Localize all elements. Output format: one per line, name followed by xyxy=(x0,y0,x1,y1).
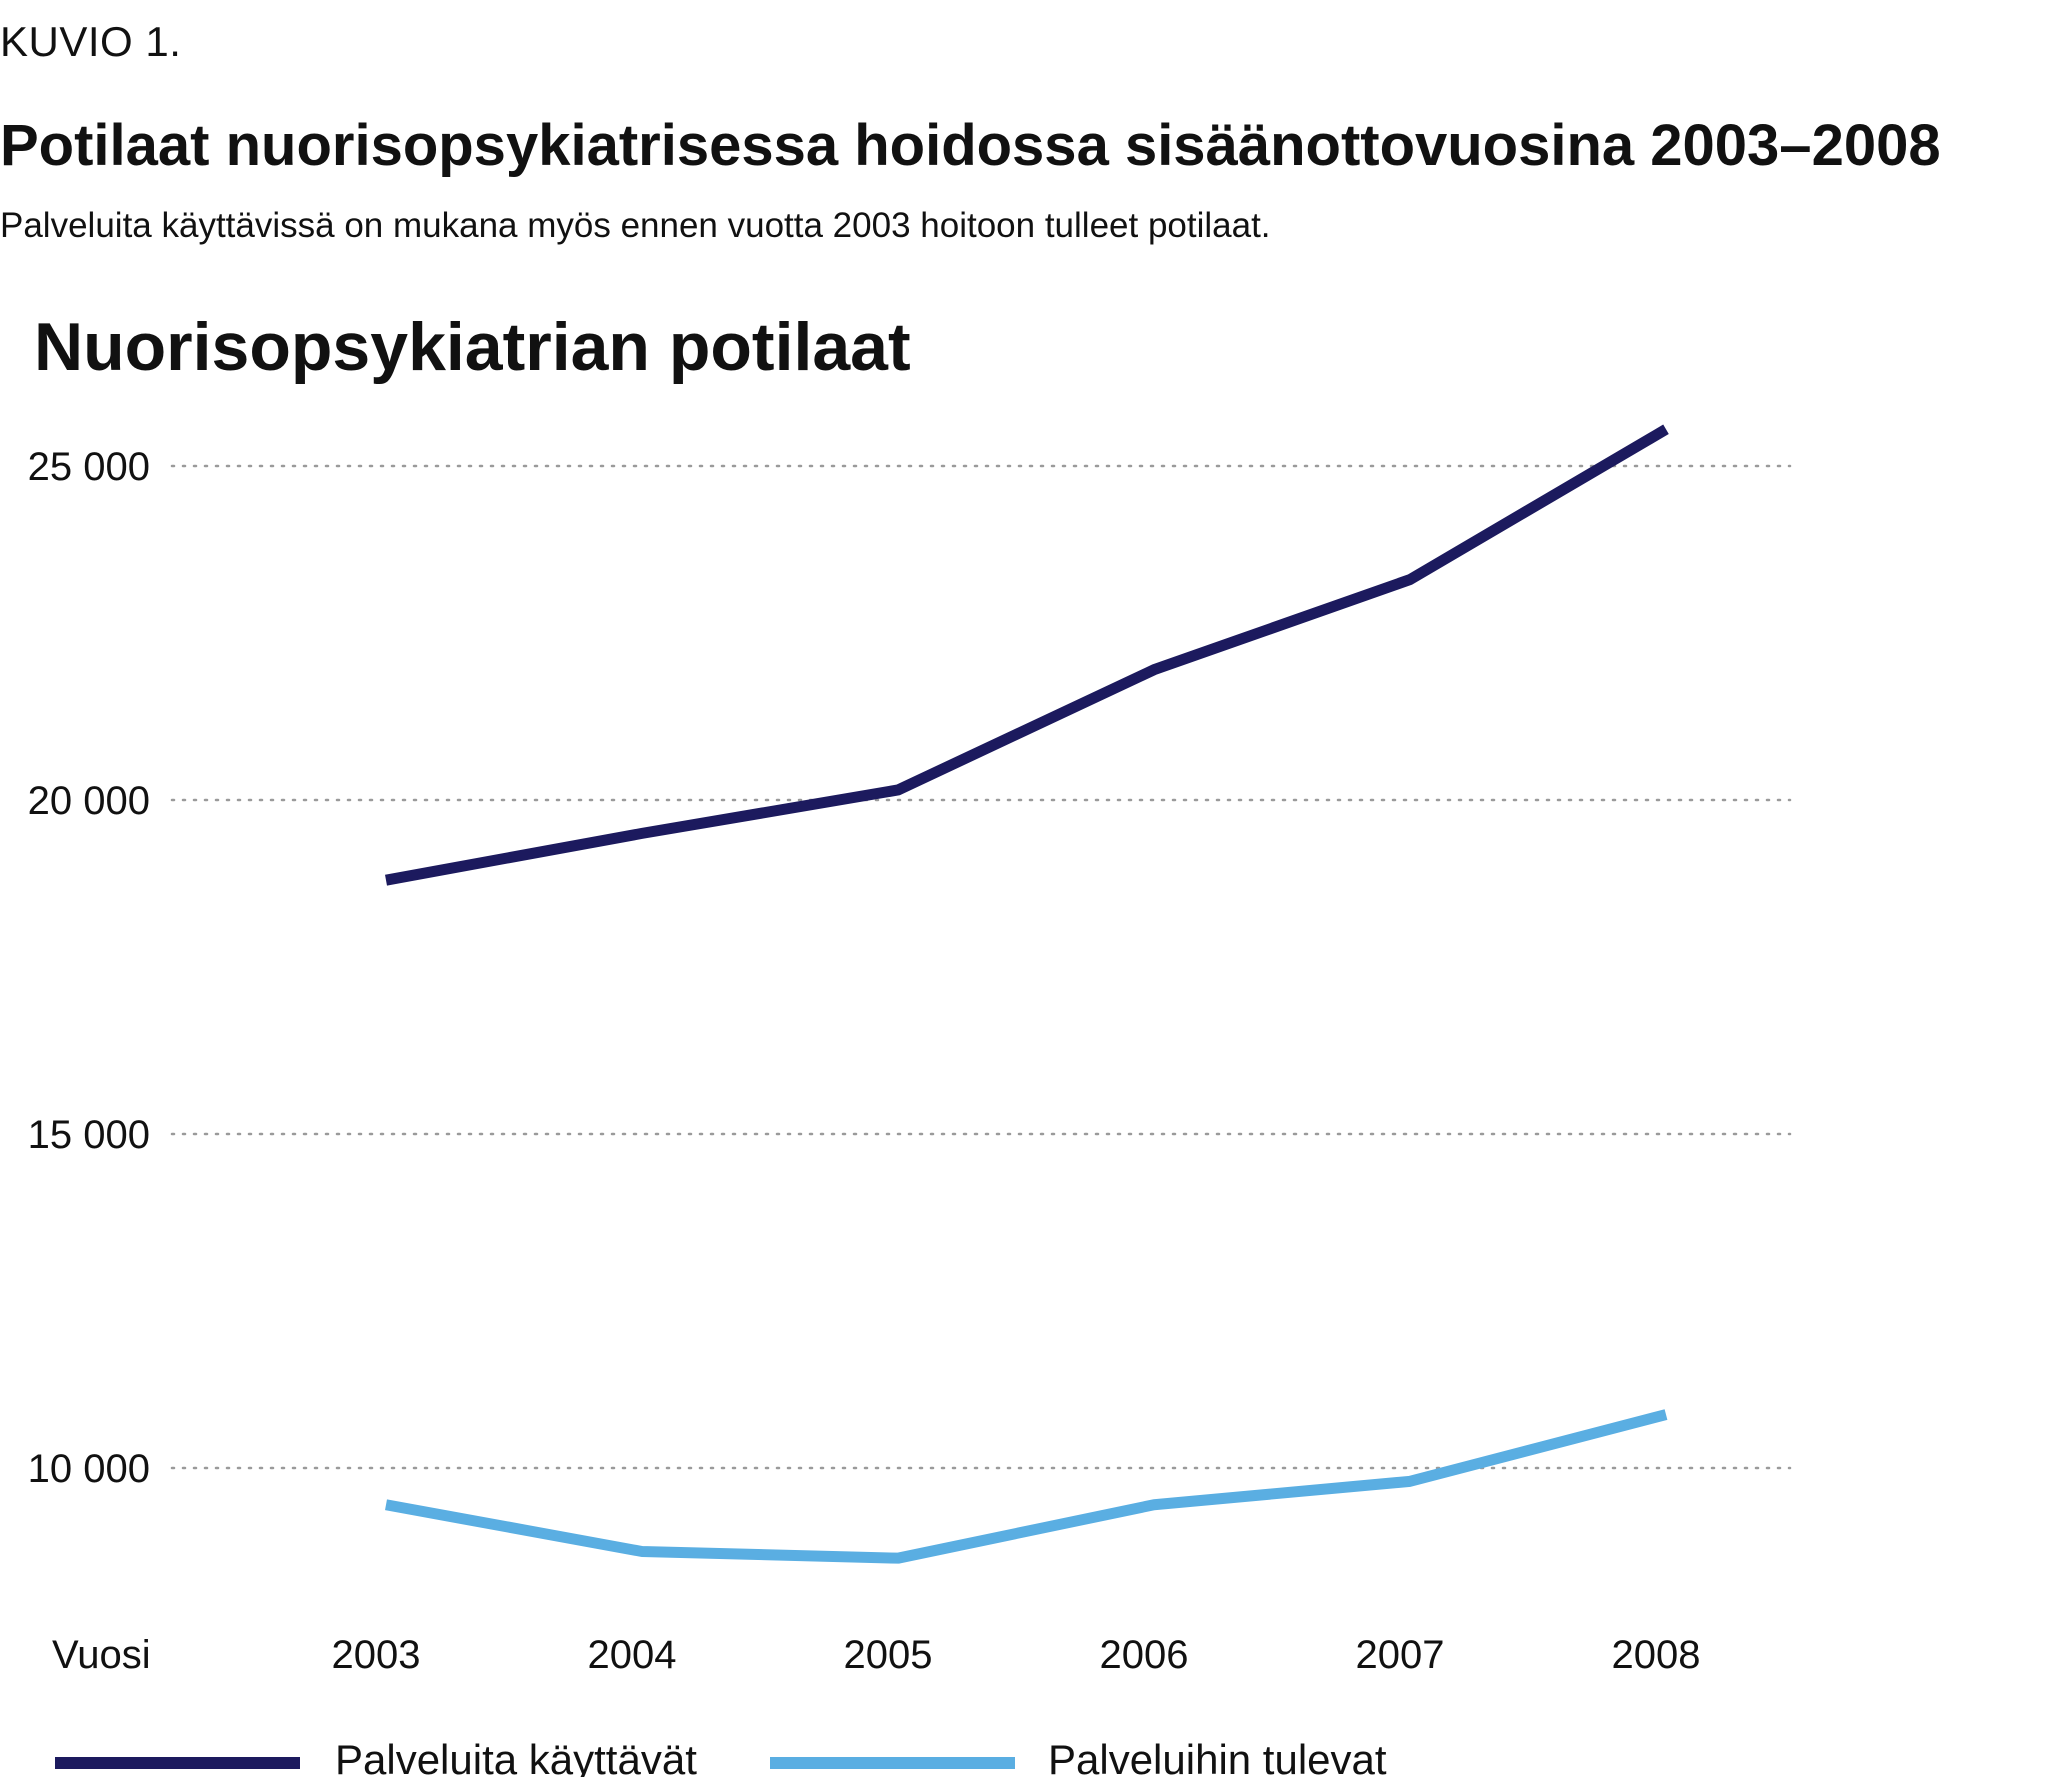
x-tick-label: 2008 xyxy=(1612,1633,1701,1677)
figure-subtitle: Palveluita käyttävissä on mukana myös en… xyxy=(0,206,1271,245)
x-tick-label: 2004 xyxy=(588,1633,677,1677)
x-axis-label: Vuosi xyxy=(52,1633,151,1677)
series-lines xyxy=(385,424,1669,1564)
chart-title: Nuorisopsykiatrian potilaat xyxy=(34,309,911,385)
series-line xyxy=(385,1409,1668,1564)
legend-label: Palveluihin tulevat xyxy=(1048,1736,1387,1777)
y-tick-label: 20 000 xyxy=(28,779,150,823)
legend-label: Palveluita käyttävät xyxy=(335,1736,697,1777)
figure-label: KUVIO 1. xyxy=(0,18,182,65)
x-tick-label: 2003 xyxy=(332,1633,421,1677)
x-axis-ticks: 2003 2004 2005 2006 2007 2008 xyxy=(332,1633,1701,1677)
x-tick-label: 2007 xyxy=(1356,1633,1445,1677)
y-tick-label: 15 000 xyxy=(28,1113,150,1157)
figure-title: Potilaat nuorisopsykiatrisessa hoidossa … xyxy=(0,113,1941,178)
x-tick-label: 2005 xyxy=(844,1633,933,1677)
y-tick-label: 25 000 xyxy=(28,445,150,489)
x-tick-label: 2006 xyxy=(1100,1633,1189,1677)
series-line xyxy=(385,424,1669,886)
y-tick-label: 10 000 xyxy=(28,1447,150,1491)
gridlines xyxy=(170,464,1792,1470)
y-axis-ticks: 10 000 15 000 20 000 25 000 xyxy=(28,445,150,1491)
legend: Palveluita käyttävät Palveluihin tulevat xyxy=(55,1736,1387,1777)
